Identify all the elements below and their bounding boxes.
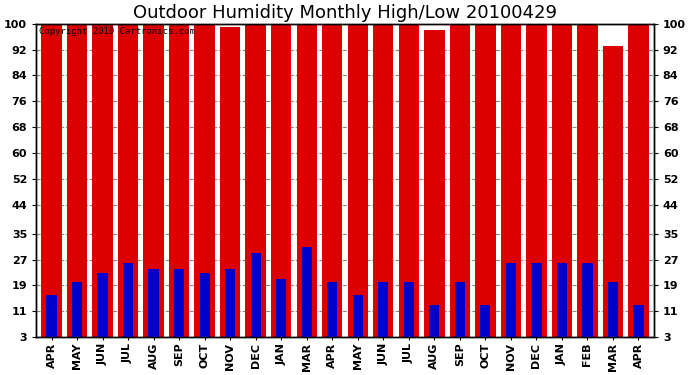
Bar xyxy=(148,269,159,337)
Bar xyxy=(629,24,649,337)
Bar xyxy=(378,282,388,337)
Bar xyxy=(72,282,82,337)
Bar xyxy=(578,24,598,337)
Bar xyxy=(501,24,521,337)
Bar xyxy=(475,24,495,337)
Bar xyxy=(531,263,542,337)
Bar xyxy=(276,279,286,337)
Bar xyxy=(297,24,317,337)
Bar xyxy=(97,273,108,337)
Bar xyxy=(399,24,419,337)
Bar xyxy=(92,24,112,337)
Bar xyxy=(322,24,342,337)
Bar xyxy=(169,24,189,337)
Bar xyxy=(144,24,164,337)
Bar xyxy=(552,24,572,337)
Bar xyxy=(246,24,266,337)
Bar xyxy=(353,295,363,337)
Bar xyxy=(373,24,393,337)
Bar xyxy=(302,247,312,337)
Bar xyxy=(450,24,470,337)
Bar xyxy=(220,27,240,337)
Bar xyxy=(174,269,184,337)
Bar xyxy=(46,295,57,337)
Bar xyxy=(633,305,644,337)
Bar xyxy=(195,24,215,337)
Bar xyxy=(429,305,440,337)
Bar xyxy=(608,282,618,337)
Bar xyxy=(455,282,465,337)
Bar xyxy=(67,24,87,337)
Bar xyxy=(250,253,261,337)
Bar xyxy=(582,263,593,337)
Bar xyxy=(41,24,61,337)
Bar xyxy=(506,263,516,337)
Bar xyxy=(225,269,235,337)
Bar xyxy=(603,46,623,337)
Bar xyxy=(118,24,138,337)
Text: Copyright 2010 Cartronics.com: Copyright 2010 Cartronics.com xyxy=(39,27,195,36)
Bar xyxy=(123,263,133,337)
Bar xyxy=(480,305,491,337)
Bar xyxy=(404,282,414,337)
Bar xyxy=(348,24,368,337)
Bar xyxy=(199,273,210,337)
Bar xyxy=(557,263,567,337)
Bar xyxy=(327,282,337,337)
Bar xyxy=(424,30,444,337)
Bar xyxy=(526,24,546,337)
Bar xyxy=(271,24,291,337)
Title: Outdoor Humidity Monthly High/Low 20100429: Outdoor Humidity Monthly High/Low 201004… xyxy=(133,4,557,22)
